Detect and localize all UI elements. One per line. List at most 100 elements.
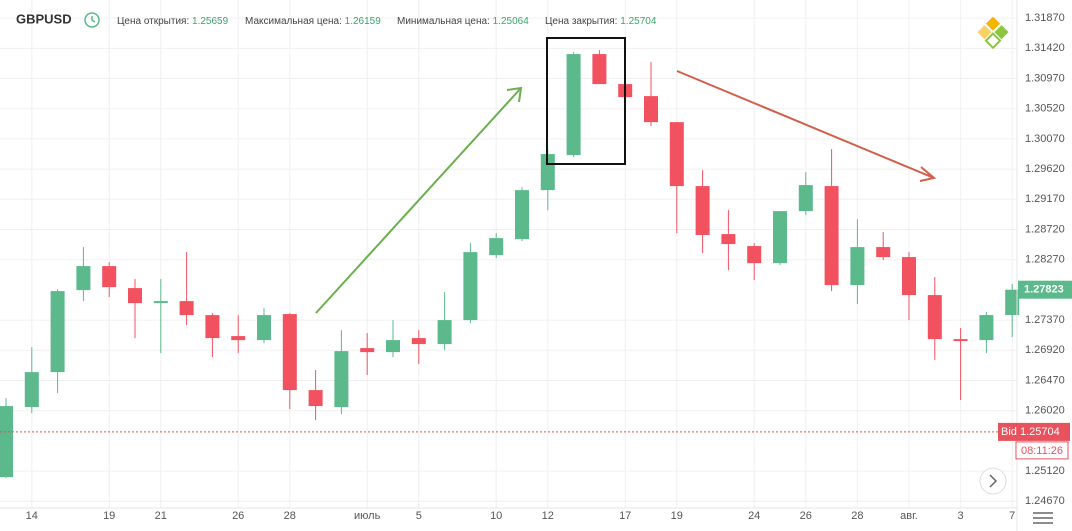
x-tick-label: 24 [748, 510, 760, 522]
candle-body [824, 186, 839, 286]
candle-body [334, 351, 349, 408]
stat-label: Минимальная цена: [397, 16, 493, 27]
logo [977, 16, 1009, 50]
candle-body [50, 291, 65, 373]
trend-arrow-up [315, 87, 522, 314]
y-tick-label: 1.27370 [1025, 314, 1065, 326]
arrow-head [919, 166, 937, 182]
candle-body [592, 54, 607, 85]
y-tick-label: 1.24670 [1025, 495, 1065, 507]
y-tick-label: 1.29170 [1025, 193, 1065, 205]
candle-body [231, 336, 246, 341]
stat-label: Цена открытия: [117, 16, 192, 27]
x-tick-label: 21 [155, 510, 167, 522]
trend-arrow-down [676, 70, 935, 179]
x-tick-label: авг. [900, 510, 918, 522]
stat: Максимальная цена: 1.26159 [245, 16, 381, 27]
candle-body [747, 246, 762, 264]
candle-body [515, 190, 529, 240]
candle-body [76, 266, 91, 291]
grid [0, 0, 1017, 508]
candle-body [179, 301, 194, 316]
clock-icon [84, 12, 100, 28]
stat-label: Цена закрытия: [545, 16, 620, 27]
y-tick-label: 1.26470 [1025, 374, 1065, 386]
candle-body [153, 301, 168, 304]
last-price-box [1018, 280, 1072, 299]
y-tick-label: 1.28270 [1025, 254, 1065, 266]
candle-body [411, 338, 426, 345]
candle-body [128, 288, 142, 304]
x-tick-label: 26 [800, 510, 812, 522]
stat: Цена открытия: 1.25659 [117, 16, 229, 27]
candle-body [282, 314, 297, 391]
x-tick-label: 19 [671, 510, 683, 522]
bid-text: Bid [1001, 426, 1020, 438]
stat: Минимальная цена: 1.25064 [397, 16, 529, 27]
x-tick-label: 28 [851, 510, 863, 522]
stat-value: 1.25659 [192, 16, 229, 27]
candle-body [0, 406, 13, 478]
candle-body [205, 315, 220, 339]
candle-body [927, 295, 942, 340]
y-tick-label: 1.30520 [1025, 103, 1065, 115]
x-tick-label: 14 [26, 510, 38, 522]
candle-body [902, 257, 916, 296]
highlight-box [546, 37, 626, 165]
y-tick-label: 1.25120 [1025, 465, 1065, 477]
candle-body [360, 348, 375, 353]
symbol: GBPUSD [16, 11, 72, 26]
x-tick-label: 26 [232, 510, 244, 522]
bid-value: 1.25704 [1020, 426, 1060, 438]
y-tick-label: 1.28720 [1025, 223, 1065, 235]
x-tick-label: 28 [284, 510, 296, 522]
y-tick-label: 1.26920 [1025, 344, 1065, 356]
last-price-label: 1.27823 [1024, 284, 1064, 296]
y-tick-label: 1.31420 [1025, 42, 1065, 54]
candle-body [669, 122, 684, 187]
candle-body [308, 390, 323, 407]
candle-body [489, 238, 504, 256]
y-tick-label: 1.29620 [1025, 163, 1065, 175]
countdown-box [1015, 441, 1069, 460]
x-tick-label: 19 [103, 510, 115, 522]
candle-body [1005, 289, 1020, 316]
candle-body [953, 339, 968, 342]
candle-body [386, 340, 400, 353]
candle-body [257, 315, 271, 341]
settings-icon[interactable] [1033, 512, 1053, 524]
y-tick-label: 1.26020 [1025, 405, 1065, 417]
x-tick-label: июль [354, 510, 381, 522]
candle-body [773, 211, 787, 264]
candle-body [437, 320, 452, 345]
x-tick-label: 5 [416, 510, 422, 522]
candle-body [102, 266, 117, 288]
candle-body [979, 315, 994, 341]
candle-body [695, 186, 710, 236]
scroll-button[interactable] [979, 467, 1007, 495]
x-tick-label: 10 [490, 510, 502, 522]
x-tick-label: 17 [619, 510, 631, 522]
candle-body [876, 247, 891, 258]
countdown: 08:11:26 [1021, 445, 1063, 457]
x-tick-label: 12 [542, 510, 554, 522]
bid-label: Bid 1.25704 [1001, 426, 1060, 438]
candle-body [24, 372, 39, 408]
y-tick-label: 1.30070 [1025, 133, 1065, 145]
y-tick-label: 1.30970 [1025, 72, 1065, 84]
arrow-head [506, 86, 523, 103]
candle-body [566, 54, 581, 156]
bid-box [998, 422, 1070, 441]
candle-body [850, 247, 865, 286]
stat-value: 1.26159 [345, 16, 382, 27]
x-tick-label: 3 [958, 510, 964, 522]
stat-label: Максимальная цена: [245, 16, 345, 27]
candle-body [463, 252, 478, 321]
candle-body [721, 234, 736, 245]
stat-value: 1.25064 [493, 16, 530, 27]
stat: Цена закрытия: 1.25704 [545, 16, 657, 27]
x-tick-label: 7 [1009, 510, 1015, 522]
candle-body [798, 185, 813, 212]
candle-body [644, 96, 658, 123]
